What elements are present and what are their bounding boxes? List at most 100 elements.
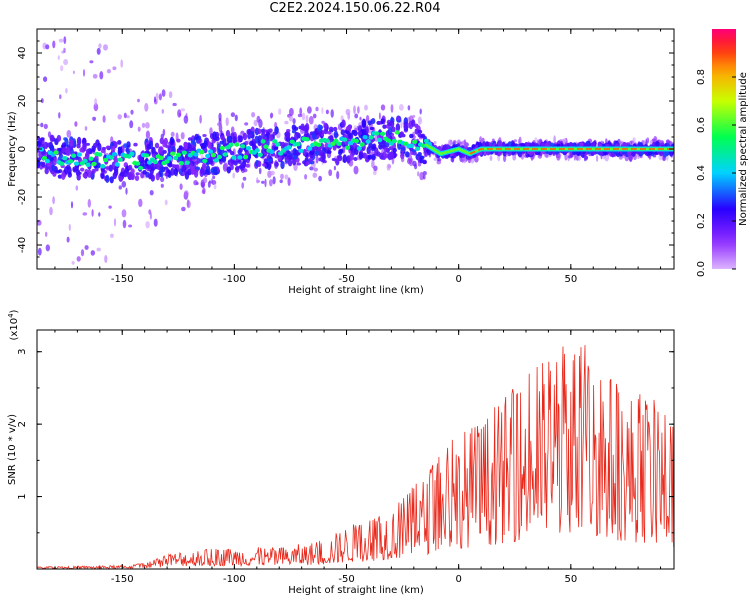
spectrogram-cell xyxy=(84,126,88,131)
spectrogram-cell xyxy=(49,134,54,142)
spectrogram-cell xyxy=(400,146,405,152)
spectrogram-cell xyxy=(76,256,81,262)
spectrogram-cell xyxy=(237,155,243,160)
spectrogram-cell xyxy=(378,112,381,120)
spectrogram-cell xyxy=(655,140,660,148)
spectrogram-cell xyxy=(73,161,80,166)
spectrogram-cell xyxy=(372,170,377,176)
spectrogram-cell xyxy=(411,119,416,127)
spectrogram-cell xyxy=(273,146,279,150)
spectrogram-cell xyxy=(85,142,91,146)
spectrogram-cell xyxy=(321,120,325,124)
spectrogram-cell xyxy=(302,148,307,157)
colorbar-tick-label: 0.2 xyxy=(696,213,707,229)
spectrogram-cell xyxy=(241,182,245,189)
spectrogram-cell xyxy=(44,167,49,175)
spectrogram-cell xyxy=(63,137,68,141)
spectrogram-cell xyxy=(184,171,190,180)
spectrogram-cell xyxy=(49,144,54,151)
spectrogram-cell xyxy=(534,137,538,143)
spectrogram-cell xyxy=(106,69,111,74)
spectrogram-cell xyxy=(205,165,211,175)
spectrogram-cell xyxy=(145,130,150,139)
spectrogram-cell xyxy=(242,132,248,141)
spectrogram-cell xyxy=(291,129,297,134)
spectrogram-cell xyxy=(181,206,186,212)
spectrogram-cell xyxy=(399,131,405,137)
spectrogram-cell xyxy=(165,144,170,149)
spectrogram-cell xyxy=(417,171,420,177)
spectrogram-cell xyxy=(228,142,234,147)
spectrogram-cell xyxy=(284,174,289,180)
spectrogram-cell xyxy=(274,126,279,135)
spectrogram-cell xyxy=(37,157,42,161)
spectrogram-cell xyxy=(368,135,374,140)
spectrogram-cell xyxy=(237,159,242,164)
spectrogram-cell xyxy=(55,170,61,174)
spectrogram-cell xyxy=(379,152,384,160)
spectrogram-cell xyxy=(549,142,555,147)
spectrogram-cell xyxy=(170,167,175,176)
colorbar-tick-label: 0.6 xyxy=(696,117,707,133)
spectrogram-cell xyxy=(249,140,254,147)
spectrogram-cell xyxy=(414,163,418,170)
spectrogram-cell xyxy=(296,162,301,166)
spectrogram-cell xyxy=(66,130,72,138)
spectrogram-cell xyxy=(234,114,238,122)
spectrogram-cell xyxy=(60,65,64,72)
spectrogram-cell xyxy=(382,151,387,160)
spectrogram-cell xyxy=(128,224,133,228)
spectrogram-cell xyxy=(213,183,217,190)
spectrogram-cell xyxy=(129,151,135,156)
spectrogram-cell xyxy=(65,87,68,94)
spectrogram-cell xyxy=(568,141,573,148)
y-tick-label: -20 xyxy=(17,189,28,205)
spectrogram-cell xyxy=(221,154,227,163)
spectrogram-cell xyxy=(336,171,340,180)
spectrogram-cell xyxy=(180,132,185,140)
spectrogram-cell xyxy=(262,163,267,167)
spectrogram-cell xyxy=(173,168,178,177)
spectrogram-cell xyxy=(409,143,415,148)
spectrogram-cell xyxy=(556,143,561,147)
spectrogram-cell xyxy=(380,104,386,111)
spectrogram-cell xyxy=(76,143,81,149)
spectrogram-cell xyxy=(114,162,120,167)
spectrogram-cell xyxy=(90,250,96,256)
spectrogram-cell xyxy=(230,112,236,118)
spectrogram-cell xyxy=(68,159,74,164)
spectrogram-cell xyxy=(511,142,516,147)
spectrogram-cell xyxy=(162,149,167,154)
spectrogram-cell xyxy=(351,129,357,135)
spectrogram-cell xyxy=(353,138,359,144)
spectrogram-cell xyxy=(102,115,106,123)
spectrogram-cell xyxy=(391,138,397,144)
spectrogram-cell xyxy=(323,128,328,135)
spectrogram-cell xyxy=(76,274,79,278)
spectrogram-cell xyxy=(403,122,408,130)
spectrogram-cell xyxy=(62,156,68,161)
spectrogram-cell xyxy=(364,104,368,111)
spectrogram-cell xyxy=(57,147,62,152)
spectrogram-cell xyxy=(183,142,189,150)
spectrogram-cell xyxy=(365,139,371,144)
spectrogram-cell xyxy=(82,142,87,152)
spectrogram-cell xyxy=(399,104,404,111)
spectrogram-cell xyxy=(202,163,207,170)
spectrogram-cell xyxy=(596,154,599,162)
spectrogram-cell xyxy=(394,130,400,135)
spectrogram-cell xyxy=(122,219,127,229)
spectrogram-cell xyxy=(87,169,92,178)
spectrogram-cell xyxy=(141,122,146,128)
spectrogram-cell xyxy=(386,163,391,171)
spectrogram-cell xyxy=(160,176,165,182)
spectrogram-cell xyxy=(353,157,358,161)
spectrogram-cell xyxy=(268,134,274,142)
spectrogram-cell xyxy=(135,161,141,166)
spectrogram-cell xyxy=(168,91,173,99)
spectrogram-cell xyxy=(321,152,326,161)
spectrogram-cell xyxy=(58,112,61,119)
x-tick-label: -50 xyxy=(338,574,354,585)
spectrogram-cell xyxy=(74,121,78,127)
spectrogram-cell xyxy=(94,98,97,106)
